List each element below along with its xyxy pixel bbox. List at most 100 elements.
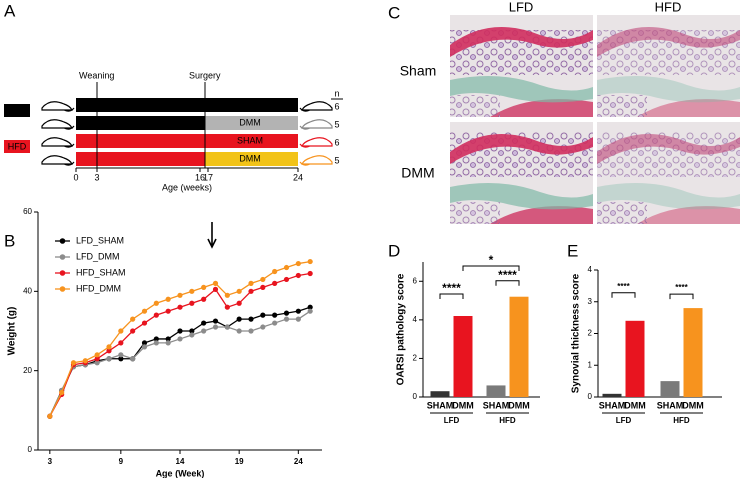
cartilage — [597, 134, 740, 164]
group-label: LFD — [8, 105, 26, 115]
legend-label: HFD_SHAM — [76, 267, 126, 277]
histology-row-label: DMM — [401, 165, 434, 181]
data-point — [189, 288, 195, 294]
y-tick-label: 4 — [413, 315, 418, 324]
data-point — [82, 358, 88, 364]
data-point — [94, 360, 100, 366]
data-point — [201, 284, 207, 290]
panel-label: A — [4, 1, 16, 20]
y-axis-label: OARSI pathology score — [396, 273, 407, 385]
data-point — [260, 276, 266, 283]
data-point — [47, 413, 53, 419]
data-point — [307, 304, 313, 310]
tissue-cells — [597, 202, 647, 224]
legend-label: LFD_SHAM — [76, 235, 124, 245]
surgery-arrow — [207, 222, 217, 249]
event-label: Surgery — [189, 70, 221, 80]
timeline-tick-label: 24 — [293, 172, 303, 182]
timeline-xlabel: Age (weeks) — [162, 182, 212, 192]
timeline-bar — [205, 152, 298, 166]
y-tick-label: 2 — [413, 354, 418, 363]
bar — [486, 385, 506, 397]
mouse-icon — [299, 119, 333, 130]
timeline-bar — [205, 98, 298, 112]
group-label: LFD — [616, 416, 632, 425]
significance-label: **** — [498, 268, 517, 282]
cartilage — [490, 99, 593, 117]
data-point — [272, 280, 278, 286]
data-point — [141, 308, 148, 314]
mouse-icon — [299, 101, 333, 112]
data-point — [260, 312, 266, 318]
group-box — [4, 104, 30, 117]
data-point — [165, 296, 171, 302]
data-point — [224, 304, 230, 310]
data-point — [295, 308, 301, 314]
bar — [660, 381, 680, 397]
x-tick-label: 3 — [48, 457, 53, 466]
data-point — [248, 288, 254, 294]
data-point — [248, 280, 254, 286]
data-point — [141, 320, 148, 326]
data-point — [189, 332, 195, 338]
x-tick-label: 14 — [176, 457, 185, 466]
fibrous — [597, 76, 740, 103]
group-box — [4, 140, 30, 153]
cartilage — [637, 99, 740, 117]
timeline-bar — [205, 116, 298, 130]
histology-image — [597, 122, 740, 224]
cartilage — [450, 134, 593, 164]
significance-bracket — [462, 265, 520, 271]
group-label: HFD — [499, 416, 516, 425]
data-point — [260, 324, 266, 330]
panel-label: D — [388, 241, 400, 260]
data-point — [118, 328, 124, 334]
data-point — [212, 286, 219, 292]
data-point — [106, 356, 112, 362]
data-point — [283, 316, 290, 322]
x-axis-label: Age (Week) — [156, 468, 205, 478]
timeline-row-label: SHAM — [237, 135, 263, 145]
data-point — [118, 352, 124, 358]
data-point — [236, 288, 242, 294]
data-point — [236, 316, 242, 322]
histology-image — [450, 122, 593, 224]
mouse-icon — [299, 137, 333, 148]
data-point — [177, 304, 183, 310]
bar — [625, 320, 645, 397]
x-tick-label: 9 — [119, 457, 124, 466]
y-tick-label: 1 — [588, 360, 593, 369]
data-point — [106, 344, 112, 350]
group-label: HFD — [8, 141, 27, 151]
bar — [430, 391, 450, 397]
timeline-bar — [76, 116, 205, 130]
data-point — [295, 316, 301, 322]
data-point — [165, 336, 171, 342]
y-tick-label: 0 — [588, 392, 593, 401]
timeline-bar — [76, 134, 205, 148]
legend-label: LFD_DMM — [76, 251, 120, 261]
data-point — [106, 348, 112, 354]
histology-image — [597, 15, 740, 117]
fibrous — [450, 76, 593, 103]
tissue-cells — [450, 95, 500, 117]
data-point — [212, 318, 219, 324]
significance-bracket — [495, 280, 520, 286]
data-point — [165, 340, 171, 346]
bar — [602, 393, 622, 397]
significance-bracket — [669, 293, 694, 300]
data-point — [295, 272, 301, 279]
data-point — [248, 316, 254, 322]
histology-col-label: LFD — [509, 0, 534, 14]
data-point — [118, 340, 124, 346]
cartilage — [490, 206, 593, 224]
data-point — [224, 292, 230, 298]
legend-marker — [59, 270, 66, 276]
timeline-row-label: DMM — [239, 153, 261, 163]
mouse-icon — [299, 155, 333, 166]
significance-label: **** — [675, 283, 688, 292]
data-point — [283, 264, 290, 271]
group-label: LFD — [444, 416, 460, 425]
data-point — [307, 308, 313, 314]
data-point — [189, 300, 195, 306]
